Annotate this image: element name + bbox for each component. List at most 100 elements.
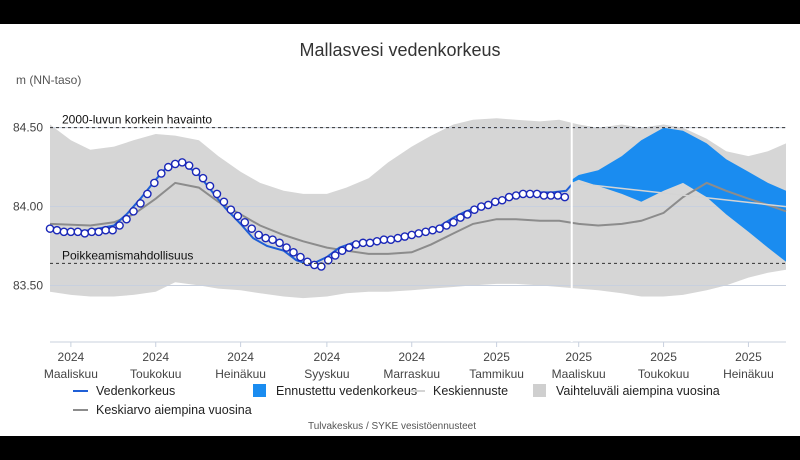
x-tick-year: 2024	[142, 350, 169, 364]
legend-item: Vedenkorkeus	[96, 384, 175, 398]
observation-marker	[157, 169, 166, 178]
observation-marker	[240, 218, 250, 227]
observation-marker	[163, 162, 173, 172]
observation-marker	[233, 211, 243, 221]
x-tick-year: 2024	[314, 350, 341, 364]
observation-marker	[358, 238, 368, 248]
observation-marker	[143, 189, 152, 199]
observation-marker	[66, 227, 76, 237]
observation-marker	[435, 224, 444, 233]
observation-marker	[463, 210, 472, 219]
observation-marker	[449, 218, 458, 227]
observation-marker	[150, 178, 159, 188]
observation-marker	[407, 230, 417, 240]
observation-marker	[198, 173, 208, 183]
legend-swatch	[533, 384, 546, 397]
observation-marker	[122, 214, 131, 224]
observation-marker	[317, 262, 326, 271]
observation-marker	[115, 221, 124, 230]
observation-marker	[428, 225, 437, 235]
observation-marker	[386, 235, 396, 244]
x-tick-month: Marraskuu	[383, 367, 440, 381]
observation-marker	[414, 229, 423, 238]
observation-marker	[483, 200, 493, 210]
observation-marker	[177, 158, 187, 167]
chart-title: Mallasvesi vedenkorkeus	[299, 40, 500, 60]
y-tick-label: 84.50	[13, 121, 43, 135]
observation-marker	[212, 189, 222, 199]
forecast-band	[571, 127, 786, 262]
observation-marker	[275, 238, 284, 248]
x-tick-month: Tammikuu	[469, 367, 524, 381]
chart-canvas: Mallasvesi vedenkorkeus m (NN-taso) 83.5…	[13, 40, 787, 432]
observation-marker	[532, 189, 542, 199]
observation-marker	[170, 159, 180, 169]
observation-marker	[303, 257, 312, 267]
central-forecast-line	[571, 182, 787, 208]
observation-marker	[108, 225, 117, 235]
observation-marker	[323, 255, 333, 265]
observation-marker	[539, 191, 549, 200]
observation-marker	[310, 260, 319, 270]
credit-text: Tulvakeskus / SYKE vesistöennusteet	[308, 421, 476, 432]
observation-marker	[330, 251, 340, 260]
chart-panel: Mallasvesi vedenkorkeus m (NN-taso) 83.5…	[0, 24, 800, 436]
x-tick-year: 2025	[565, 350, 592, 364]
observation-marker	[456, 213, 465, 222]
observation-marker	[497, 195, 507, 205]
observation-marker	[205, 181, 215, 191]
observation-marker	[289, 248, 298, 257]
y-axis-label: m (NN-taso)	[16, 73, 81, 87]
observation-marker	[73, 227, 83, 237]
observation-marker	[136, 199, 145, 208]
observation-marker	[184, 161, 194, 170]
x-tick-year: 2024	[227, 350, 254, 364]
legend: Vedenkorkeus Ennustettu vedenkorkeus Keski…	[73, 384, 720, 417]
x-tick-month: Toukokuu	[130, 367, 181, 381]
observation-marker	[282, 243, 291, 252]
x-tick-year: 2024	[398, 350, 425, 364]
observation-marker	[52, 225, 62, 235]
legend-item: Vaihteluväli aiempina vuosina	[556, 384, 720, 398]
observation-marker	[94, 227, 103, 237]
observation-marker	[45, 224, 55, 233]
reference-line-label: Poikkeamismahdollisuus	[62, 248, 193, 262]
observation-marker	[372, 236, 382, 246]
observation-marker	[226, 205, 236, 215]
observation-marker	[546, 191, 556, 200]
observation-marker	[254, 230, 263, 240]
observation-marker	[379, 235, 389, 244]
y-tick-label: 84.00	[13, 200, 43, 214]
x-tick-month: Syyskuu	[304, 367, 349, 381]
observation-marker	[470, 205, 479, 215]
observation-marker	[421, 227, 430, 237]
observation-marker	[351, 240, 361, 249]
observation-marker	[442, 221, 451, 230]
observation-marker	[504, 192, 514, 202]
observation-marker	[80, 229, 90, 238]
observation-marker	[59, 227, 69, 237]
mean-line	[49, 181, 787, 255]
range-band	[50, 118, 786, 299]
observation-marker	[365, 238, 375, 248]
legend-item: Keskiennuste	[433, 384, 508, 398]
observation-marker	[101, 225, 110, 235]
observation-marker	[219, 197, 229, 207]
x-tick-month: Maaliskuu	[44, 367, 98, 381]
x-tick-year: 2025	[650, 350, 677, 364]
x-tick-month: Toukokuu	[638, 367, 689, 381]
y-tick-label: 83.50	[13, 278, 43, 292]
observation-marker	[261, 233, 270, 243]
observation-marker	[511, 191, 521, 200]
observation-marker	[191, 167, 201, 177]
x-tick-year: 2025	[735, 350, 762, 364]
observation-marker	[393, 233, 403, 243]
x-tick-month: Heinäkuu	[723, 367, 774, 381]
x-tick-month: Heinäkuu	[215, 367, 266, 381]
observation-marker	[553, 191, 563, 200]
legend-item: Keskiarvo aiempina vuosina	[96, 403, 252, 417]
observation-marker	[87, 227, 97, 237]
observation-marker	[268, 235, 277, 244]
reference-line-label: 2000-luvun korkein havainto	[62, 113, 212, 127]
observation-marker	[296, 252, 305, 262]
